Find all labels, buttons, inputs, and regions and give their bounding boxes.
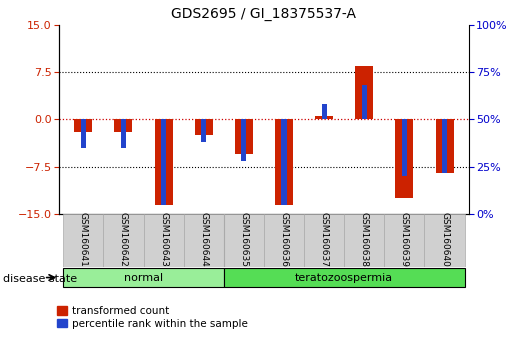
Bar [161,119,166,205]
Text: GSM160635: GSM160635 [239,212,248,267]
Bar [114,119,132,132]
Bar [264,214,304,267]
Bar [74,119,92,132]
Bar [63,268,224,287]
Bar [63,214,104,267]
Text: normal: normal [124,273,163,282]
Bar [442,119,447,172]
Bar [235,119,253,154]
Text: GSM160642: GSM160642 [119,212,128,267]
Text: GSM160636: GSM160636 [280,212,288,267]
Title: GDS2695 / GI_18375537-A: GDS2695 / GI_18375537-A [171,7,356,21]
Text: GSM160639: GSM160639 [400,212,409,267]
Legend: transformed count, percentile rank within the sample: transformed count, percentile rank withi… [57,306,248,329]
Bar [224,268,465,287]
Bar [184,214,224,267]
Bar [104,214,144,267]
Bar [241,119,247,161]
Bar [144,214,184,267]
Text: GSM160643: GSM160643 [159,212,168,267]
Bar [396,119,414,198]
Bar [402,119,407,176]
Bar [436,119,454,173]
Text: teratozoospermia: teratozoospermia [295,273,393,282]
Bar [344,214,384,267]
Bar [362,85,367,119]
Bar [281,119,287,205]
Bar [121,119,126,148]
Bar [304,214,344,267]
Bar [275,119,293,205]
Text: GSM160638: GSM160638 [360,212,369,267]
Text: disease state: disease state [3,274,77,284]
Text: GSM160640: GSM160640 [440,212,449,267]
Text: GSM160637: GSM160637 [320,212,329,267]
Bar [321,104,327,119]
Text: GSM160641: GSM160641 [79,212,88,267]
Bar [81,119,86,148]
Bar [384,214,424,267]
Bar [201,119,207,142]
Bar [224,214,264,267]
Bar [195,119,213,135]
Text: GSM160644: GSM160644 [199,212,208,267]
Bar [424,214,465,267]
Bar [355,66,373,119]
Bar [154,119,173,205]
Bar [315,116,333,119]
